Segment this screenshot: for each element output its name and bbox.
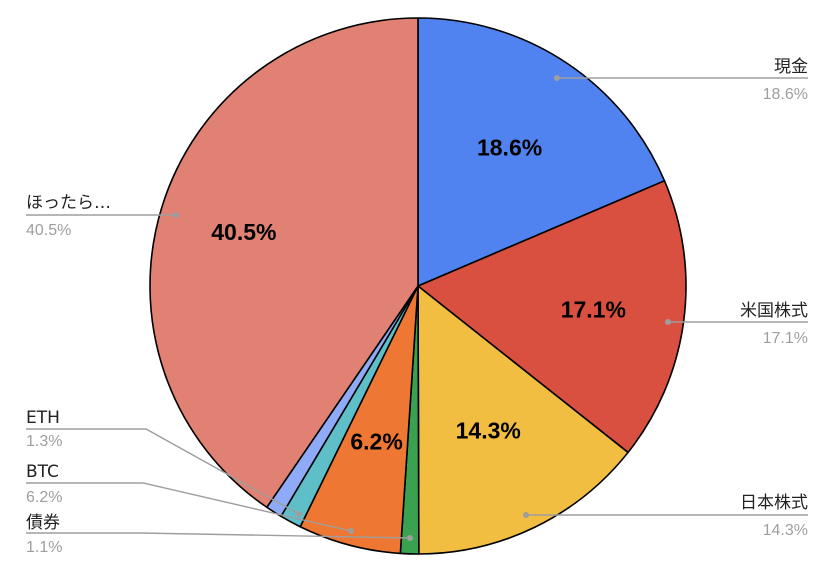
callout-leader-line xyxy=(26,532,411,539)
callout-現金: 現金 18.6% xyxy=(554,57,808,103)
callout-dot xyxy=(296,511,302,517)
callout-米国株式: 米国株式 17.1% xyxy=(665,301,808,347)
callout-dot xyxy=(523,512,529,518)
legend-label: ほったら… xyxy=(26,193,111,213)
callout-ETH: ETH 1.3% xyxy=(26,408,302,517)
legend-value: 14.3% xyxy=(763,522,808,539)
slice-percent-label: 14.3% xyxy=(456,418,521,444)
callout-dot xyxy=(554,75,560,81)
legend-label: ETH xyxy=(26,408,60,428)
callout-ほったら…: ほったら… 40.5% xyxy=(26,193,179,239)
legend-value: 6.2% xyxy=(26,489,62,506)
legend-value: 17.1% xyxy=(763,330,808,347)
slice-percent-labels: 18.6% 17.1% 14.3% 6.2% 40.5% xyxy=(211,134,626,454)
callout-BTC: BTC 6.2% xyxy=(26,462,354,534)
callout-dot xyxy=(173,212,179,218)
legend-value: 18.6% xyxy=(763,86,808,103)
legend-value: 40.5% xyxy=(26,222,71,239)
slice-percent-label: 17.1% xyxy=(561,297,626,323)
slice-percent-label: 18.6% xyxy=(477,134,542,160)
pie-slice-ほったら… xyxy=(149,17,419,509)
callout-leader-line xyxy=(26,482,352,532)
pie-slice-日本株式 xyxy=(417,285,629,555)
pie-slice-現金 xyxy=(417,17,666,287)
callout-dot xyxy=(348,528,354,534)
slice-percent-label: 40.5% xyxy=(211,219,276,245)
callout-日本株式: 日本株式 14.3% xyxy=(523,493,808,539)
slice-percent-label: 6.2% xyxy=(350,428,402,454)
callout-leader-line xyxy=(26,428,300,515)
callout-dot xyxy=(407,535,413,541)
legend-label: 日本株式 xyxy=(740,493,808,513)
legend-value: 1.3% xyxy=(26,433,62,450)
callout-dot xyxy=(665,319,671,325)
legend-callouts: 現金18.6%米国株式17.1%日本株式14.3%債券1.1%BTC6.2%ET… xyxy=(26,57,808,556)
callout-債券: 債券 1.1% xyxy=(26,513,413,556)
legend-label: 債券 xyxy=(26,513,60,533)
legend-label: BTC xyxy=(26,462,59,482)
pie-slices xyxy=(149,17,687,555)
legend-label: 米国株式 xyxy=(740,301,808,321)
legend-value: 1.1% xyxy=(26,539,62,556)
legend-label: 現金 xyxy=(774,57,808,77)
